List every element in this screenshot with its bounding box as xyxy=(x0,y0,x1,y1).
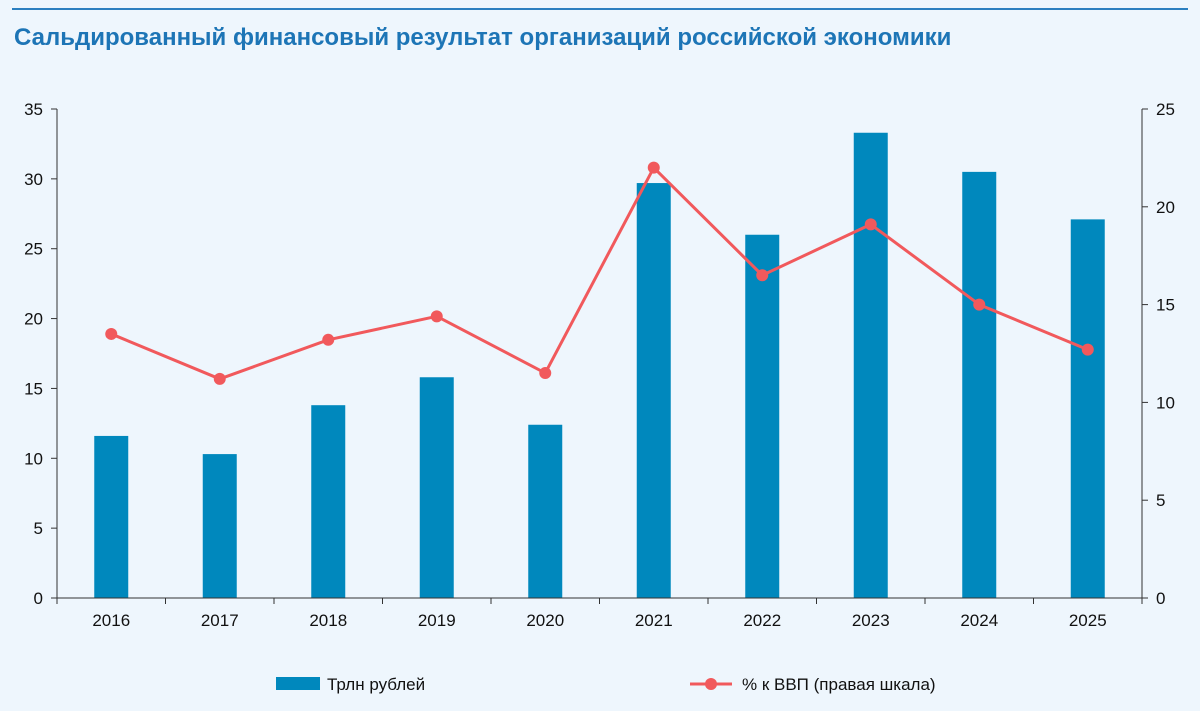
line-point-2024 xyxy=(973,298,986,311)
bar-2024 xyxy=(962,171,997,598)
y-right-tick-label: 15 xyxy=(1156,296,1175,315)
x-tick-label: 2023 xyxy=(852,611,890,630)
bar-2023 xyxy=(853,132,888,598)
x-tick-label: 2025 xyxy=(1069,611,1107,630)
line-point-2023 xyxy=(864,218,877,231)
line-point-2025 xyxy=(1081,343,1094,356)
y-left-tick-label: 30 xyxy=(24,170,43,189)
legend-bar-label: Трлн рублей xyxy=(327,675,425,694)
y-left-tick-label: 5 xyxy=(34,519,43,538)
y-right-tick-label: 25 xyxy=(1156,100,1175,119)
bar-2017 xyxy=(202,454,237,598)
line-point-2017 xyxy=(213,372,226,385)
x-tick-label: 2020 xyxy=(526,611,564,630)
title-rule xyxy=(12,8,1188,10)
y-right-tick-label: 5 xyxy=(1156,491,1165,510)
bar-2025 xyxy=(1070,219,1105,599)
y-left-tick-label: 20 xyxy=(24,310,43,329)
x-tick-label: 2019 xyxy=(418,611,456,630)
line-point-2022 xyxy=(756,269,769,282)
line-point-2021 xyxy=(647,161,660,174)
bar-2021 xyxy=(636,183,671,598)
x-tick-label: 2016 xyxy=(92,611,130,630)
y-left-tick-label: 25 xyxy=(24,240,43,259)
y-left-tick-label: 35 xyxy=(24,100,43,119)
y-right-tick-label: 0 xyxy=(1156,589,1165,608)
line-series-gdp-share xyxy=(110,166,1089,381)
x-tick-label: 2017 xyxy=(201,611,239,630)
y-right-tick-label: 10 xyxy=(1156,393,1175,412)
legend-line-label: % к ВВП (правая шкала) xyxy=(742,675,936,694)
line-point-2019 xyxy=(430,310,443,323)
x-tick-label: 2021 xyxy=(635,611,673,630)
bar-2019 xyxy=(419,377,454,598)
chart-title: Сальдированный финансовый результат орга… xyxy=(14,24,952,51)
x-tick-label: 2024 xyxy=(960,611,998,630)
bar-2020 xyxy=(528,424,563,598)
line-point-2020 xyxy=(539,367,552,380)
x-tick-label: 2018 xyxy=(309,611,347,630)
line-point-2016 xyxy=(105,327,118,340)
x-tick-label: 2022 xyxy=(743,611,781,630)
y-right-tick-label: 20 xyxy=(1156,198,1175,217)
line-point-2018 xyxy=(322,333,335,346)
legend-bar-swatch xyxy=(276,677,320,690)
bar-2018 xyxy=(311,405,346,598)
y-left-tick-label: 10 xyxy=(24,449,43,468)
y-left-tick-label: 0 xyxy=(34,589,43,608)
bar-2022 xyxy=(745,234,780,598)
legend-line-marker xyxy=(705,678,717,690)
y-left-tick-label: 15 xyxy=(24,379,43,398)
bar-2016 xyxy=(94,435,129,598)
